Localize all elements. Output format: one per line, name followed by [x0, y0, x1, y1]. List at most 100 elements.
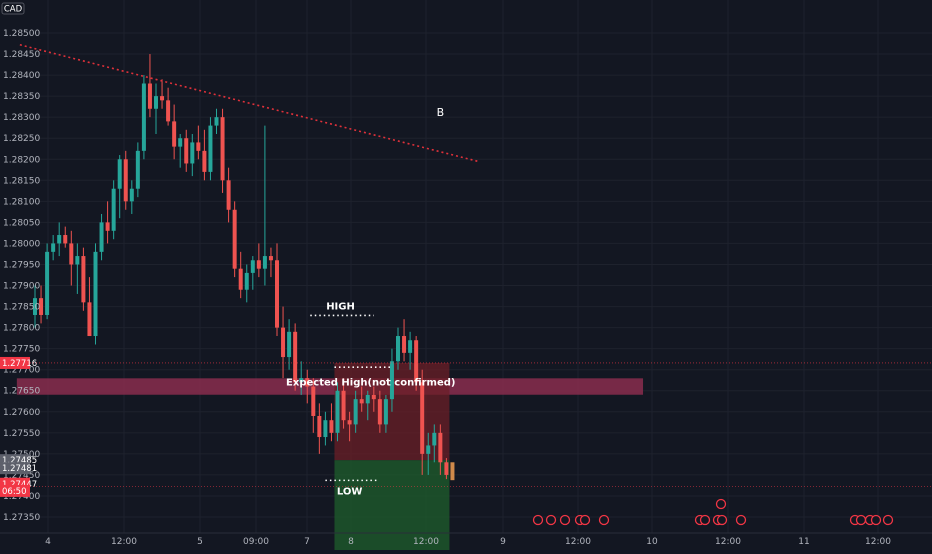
candle-body: [226, 180, 231, 210]
candle-body: [438, 432, 443, 463]
economic-event-icon[interactable]: [855, 514, 867, 526]
candle-body: [317, 415, 322, 438]
price-tick-label: 1.27600: [3, 408, 40, 418]
economic-event-icon[interactable]: [532, 514, 544, 526]
candle-body: [402, 336, 407, 353]
candle-body: [123, 159, 128, 202]
axes: 1.28500 1.28450 1.28400 1.28350 1.28300 1.282…: [0, 29, 932, 547]
time-tick-label: 8: [348, 537, 354, 547]
economic-event-icon[interactable]: [545, 514, 557, 526]
price-tick-label: 1.28300: [3, 113, 40, 123]
price-tick-label: 1.28350: [3, 92, 40, 102]
candle-body: [93, 251, 98, 337]
economic-event-icon[interactable]: [699, 514, 711, 526]
candle-body: [160, 96, 165, 101]
candle-body: [268, 256, 273, 261]
time-tick-label: 5: [197, 537, 203, 547]
time-tick-label: 10: [646, 537, 658, 547]
candle-body: [444, 462, 449, 475]
economic-event-icon[interactable]: [716, 514, 728, 526]
price-tick-label: 1.28000: [3, 239, 40, 249]
candle-body: [172, 121, 177, 147]
zones: [16, 362, 644, 550]
candle-body: [347, 420, 352, 425]
candle-body: [208, 125, 213, 172]
price-tag-label: 06:50: [2, 487, 27, 497]
candles: [33, 54, 455, 481]
price-tag: [0, 484, 30, 497]
candle-body: [202, 150, 207, 172]
price-tick-label: 1.27700: [3, 366, 40, 376]
candle-body: [51, 243, 56, 252]
time-tick-label: 9: [500, 537, 506, 547]
time-tick-label: 12:00: [413, 537, 439, 547]
candle-body: [105, 222, 110, 231]
candle-body: [63, 235, 68, 244]
candle-body: [232, 209, 237, 269]
candle-body: [353, 399, 358, 425]
symbol-tag[interactable]: CAD: [1, 2, 25, 15]
candle-body: [396, 336, 400, 362]
annotation-label: LOW: [337, 487, 363, 498]
symbol-tag-label: CAD: [4, 5, 23, 15]
price-tag: [0, 356, 30, 369]
price-tag: [0, 462, 30, 475]
economic-event-icon[interactable]: [598, 514, 610, 526]
price-tick-label: 1.28500: [3, 29, 40, 39]
annotation-labels: HIGH Expected High(not confirmed) LOW B: [286, 106, 455, 498]
economic-event-icon[interactable]: [715, 498, 727, 510]
candle-body: [311, 386, 316, 416]
candle-body: [299, 378, 304, 383]
candle-body: [432, 432, 437, 446]
candle-body: [190, 142, 195, 164]
candle-body: [75, 256, 80, 265]
candle-body: [178, 138, 183, 147]
candle-body: [262, 256, 267, 269]
candle-body: [287, 331, 292, 358]
candle-body: [414, 340, 419, 383]
price-tick-label: 1.27900: [3, 282, 40, 292]
price-tick-label: 1.27400: [3, 492, 40, 502]
candle-body: [33, 298, 37, 315]
candle-body: [141, 83, 146, 151]
price-tick-label: 1.27350: [3, 513, 40, 523]
price-tag-label: 1.27447: [2, 480, 37, 490]
candle-body: [39, 298, 44, 315]
candle-body: [281, 327, 286, 358]
economic-event-icon[interactable]: [882, 514, 894, 526]
economic-event-icon[interactable]: [870, 514, 882, 526]
candle-body: [420, 382, 425, 454]
candle-body: [147, 83, 152, 109]
candle-body: [154, 96, 158, 109]
economic-event-icon[interactable]: [579, 514, 591, 526]
economic-event-icon[interactable]: [559, 514, 571, 526]
time-tick-label: 12:00: [565, 537, 591, 547]
candle-body: [99, 222, 104, 252]
candle-body: [166, 100, 171, 122]
candle-body: [365, 394, 370, 404]
candle-body: [359, 399, 364, 404]
candle-body: [220, 117, 225, 181]
price-tick-label: 1.27800: [3, 324, 40, 334]
price-tick-label: 1.28100: [3, 197, 40, 207]
price-tag-label: 1.27481: [2, 464, 37, 474]
current-candle: [450, 462, 455, 481]
candle-body: [383, 399, 388, 425]
price-tick-label: 1.27850: [3, 303, 40, 313]
economic-events[interactable]: [532, 498, 894, 526]
economic-event-icon[interactable]: [735, 514, 747, 526]
candle-body: [329, 420, 334, 433]
grid: [30, 0, 932, 533]
candle-body: [377, 399, 382, 425]
candle-body: [135, 150, 140, 189]
price-tick-label: 1.28400: [3, 71, 40, 81]
candle-body: [426, 445, 431, 454]
time-tick-label: 09:00: [243, 537, 269, 547]
time-tick-label: 7: [304, 537, 310, 547]
price-tag-label: 1.27485: [2, 456, 37, 466]
candle-body: [371, 394, 376, 400]
annotation-label: B: [437, 106, 445, 119]
annotation-lines: [19, 44, 480, 482]
